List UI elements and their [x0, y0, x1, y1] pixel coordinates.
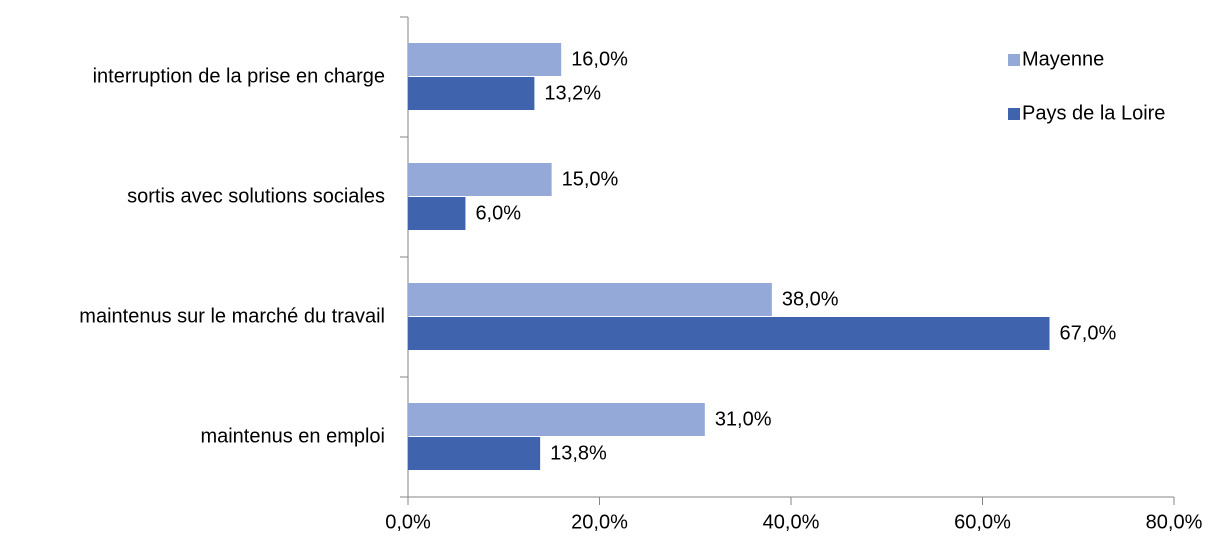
bar	[408, 77, 535, 110]
x-tick-label: 40,0%	[763, 511, 820, 533]
category-label: interruption de la prise en charge	[93, 65, 385, 87]
legend-swatch	[1008, 108, 1020, 120]
x-tick-label: 0,0%	[385, 511, 431, 533]
bar	[408, 43, 562, 76]
bar	[408, 163, 552, 196]
value-label: 38,0%	[782, 288, 839, 310]
value-label: 31,0%	[715, 408, 772, 430]
category-label: maintenus en emploi	[200, 425, 385, 447]
bar	[408, 403, 705, 436]
value-label: 13,2%	[544, 82, 601, 104]
legend-swatch	[1008, 54, 1020, 66]
value-label: 16,0%	[571, 48, 628, 70]
bar	[408, 317, 1050, 350]
legend-label: Mayenne	[1022, 48, 1104, 70]
category-label: sortis avec solutions sociales	[127, 185, 385, 207]
value-label: 15,0%	[562, 168, 619, 190]
category-label: maintenus sur le marché du travail	[79, 305, 385, 327]
bar	[408, 197, 466, 230]
legend-label: Pays de la Loire	[1022, 102, 1165, 124]
value-label: 6,0%	[475, 202, 521, 224]
value-label: 13,8%	[550, 442, 607, 464]
x-tick-label: 20,0%	[571, 511, 628, 533]
x-tick-label: 60,0%	[954, 511, 1011, 533]
bar	[408, 283, 772, 316]
value-label: 67,0%	[1060, 322, 1117, 344]
x-tick-label: 80,0%	[1146, 511, 1203, 533]
bar	[408, 437, 541, 470]
